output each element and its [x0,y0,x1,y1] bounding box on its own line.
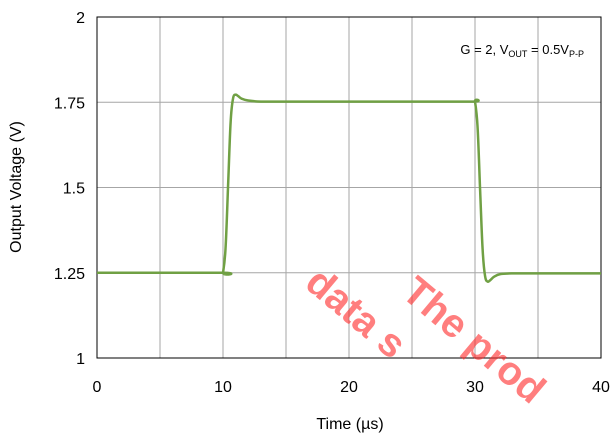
y-tick-label: 1 [76,351,85,368]
y-tick-label: 1.25 [54,266,85,283]
y-axis-title: Output Voltage (V) [8,121,25,253]
watermark-line-2: data s [297,259,414,367]
y-tick-label: 2 [76,10,85,27]
x-tick-label: 30 [466,379,484,396]
x-tick-label: 40 [592,379,610,396]
gain-annotation: G = 2, VOUT = 0.5VP-P [460,42,584,59]
x-tick-labels: 0 10 20 30 40 [93,379,610,396]
series-line-1 [97,93,601,284]
x-axis-title: Time (µs) [316,416,383,433]
y-tick-labels: 1 1.25 1.5 1.75 2 [54,10,85,368]
y-tick-label: 1.75 [54,95,85,112]
plot-area-border [96,16,602,359]
watermark: The prod data s [297,259,553,412]
y-tick-label: 1.5 [63,181,85,198]
x-tick-label: 10 [214,379,232,396]
x-tick-label: 20 [340,379,358,396]
x-tick-label: 0 [93,379,102,396]
series-group [97,93,601,284]
